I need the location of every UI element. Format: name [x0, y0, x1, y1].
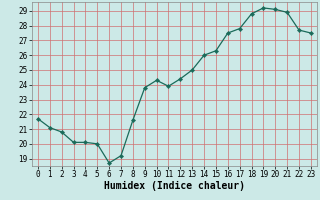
X-axis label: Humidex (Indice chaleur): Humidex (Indice chaleur) [104, 181, 245, 191]
